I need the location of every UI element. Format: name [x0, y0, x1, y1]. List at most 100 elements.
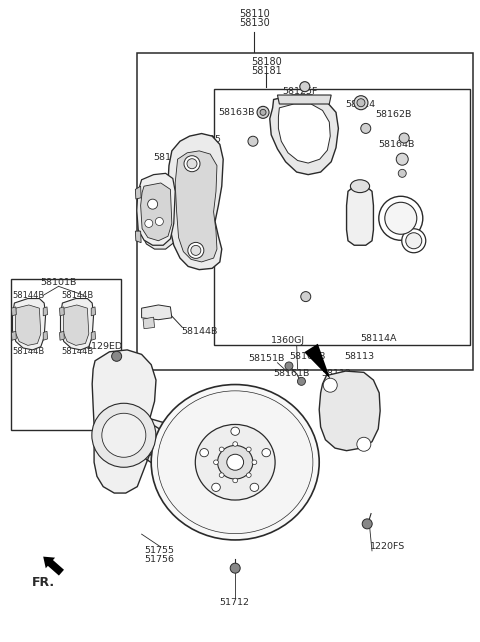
Circle shape [188, 243, 204, 258]
Polygon shape [135, 231, 141, 243]
Ellipse shape [157, 391, 313, 534]
Circle shape [402, 229, 426, 253]
Circle shape [398, 169, 406, 177]
Ellipse shape [252, 460, 257, 465]
Circle shape [148, 199, 157, 209]
Polygon shape [142, 305, 172, 320]
Ellipse shape [246, 473, 251, 478]
Ellipse shape [214, 460, 218, 465]
FancyArrow shape [43, 557, 64, 576]
Polygon shape [175, 151, 217, 262]
Circle shape [191, 245, 201, 256]
Text: 58162B: 58162B [375, 110, 412, 119]
Polygon shape [43, 331, 48, 340]
Ellipse shape [262, 449, 271, 456]
Polygon shape [135, 186, 141, 199]
Text: 1360GJ: 1360GJ [271, 336, 305, 345]
Polygon shape [15, 305, 41, 345]
Circle shape [396, 153, 408, 165]
Text: 58144B: 58144B [12, 291, 45, 300]
Polygon shape [141, 183, 172, 241]
Circle shape [184, 156, 200, 171]
Text: 1129ED: 1129ED [86, 342, 123, 351]
Circle shape [354, 96, 368, 110]
Circle shape [357, 99, 365, 107]
Polygon shape [91, 331, 96, 340]
Text: FR.: FR. [32, 577, 55, 589]
Text: 58151B: 58151B [248, 354, 285, 363]
Circle shape [362, 519, 372, 529]
Ellipse shape [212, 483, 220, 491]
Polygon shape [92, 350, 178, 493]
Text: 58130: 58130 [239, 18, 270, 28]
Circle shape [257, 107, 269, 118]
Ellipse shape [227, 455, 244, 470]
Text: 51756: 51756 [144, 555, 174, 564]
Circle shape [248, 136, 258, 146]
Ellipse shape [217, 446, 253, 479]
Polygon shape [140, 178, 179, 249]
Circle shape [230, 563, 240, 573]
Text: 58113: 58113 [344, 352, 374, 361]
Polygon shape [319, 371, 380, 451]
Circle shape [323, 378, 337, 392]
Ellipse shape [246, 447, 251, 451]
Circle shape [361, 123, 371, 134]
Text: 58144B: 58144B [154, 153, 190, 162]
Text: 58114A: 58114A [360, 334, 396, 343]
Text: 58112: 58112 [321, 369, 351, 378]
Circle shape [301, 291, 311, 302]
Polygon shape [12, 299, 46, 350]
Polygon shape [137, 173, 175, 245]
Circle shape [357, 437, 371, 451]
Circle shape [187, 159, 197, 169]
Circle shape [92, 403, 156, 467]
Text: 58164B: 58164B [378, 140, 414, 149]
Circle shape [406, 233, 422, 248]
Circle shape [379, 196, 423, 240]
Ellipse shape [350, 180, 370, 193]
Polygon shape [43, 307, 48, 316]
Polygon shape [60, 299, 94, 350]
Circle shape [156, 218, 163, 225]
Ellipse shape [231, 427, 240, 435]
Polygon shape [12, 331, 16, 340]
Polygon shape [91, 307, 96, 316]
Text: 58144B: 58144B [61, 291, 94, 300]
Bar [137, 53, 473, 370]
Ellipse shape [219, 447, 224, 451]
Text: 58161B: 58161B [274, 369, 310, 378]
Circle shape [385, 202, 417, 234]
Bar [11, 279, 121, 430]
Circle shape [260, 109, 266, 116]
Circle shape [112, 351, 121, 361]
Bar [214, 89, 470, 345]
Text: 58164B: 58164B [289, 352, 325, 361]
Polygon shape [278, 104, 330, 163]
Polygon shape [277, 95, 331, 104]
Polygon shape [143, 317, 155, 329]
Polygon shape [60, 331, 64, 340]
Circle shape [145, 220, 153, 227]
Polygon shape [63, 305, 89, 345]
Ellipse shape [233, 478, 238, 483]
Text: 58144B: 58144B [12, 347, 45, 356]
Ellipse shape [195, 424, 275, 500]
Ellipse shape [151, 385, 319, 540]
Ellipse shape [233, 442, 238, 446]
Circle shape [399, 133, 409, 143]
Text: 58163B: 58163B [218, 108, 254, 117]
Polygon shape [304, 343, 330, 379]
Circle shape [298, 377, 305, 385]
Text: 58180: 58180 [251, 56, 282, 67]
Polygon shape [347, 186, 373, 245]
Text: 1220FS: 1220FS [370, 542, 406, 551]
Circle shape [285, 362, 293, 370]
Polygon shape [270, 95, 338, 175]
Polygon shape [168, 134, 223, 270]
Text: 58101B: 58101B [40, 278, 77, 287]
Ellipse shape [250, 483, 259, 491]
Text: 58144B: 58144B [61, 347, 94, 356]
Text: 58314: 58314 [345, 100, 375, 108]
Circle shape [300, 82, 310, 92]
